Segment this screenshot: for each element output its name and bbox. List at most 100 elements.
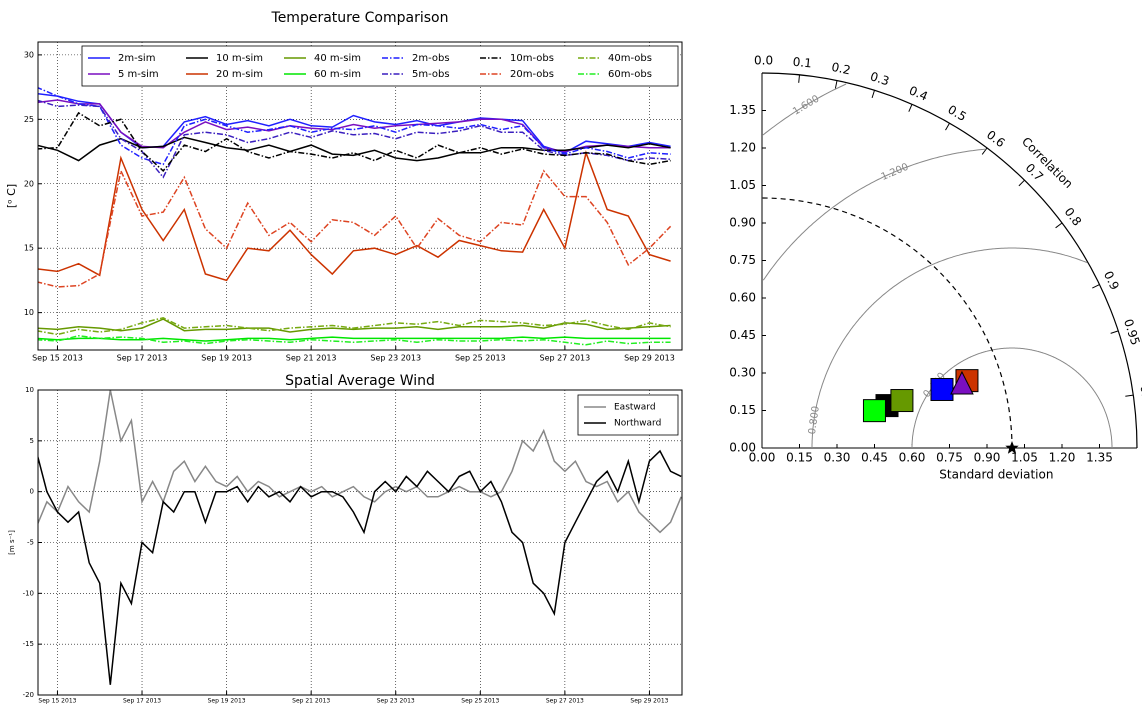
y-tick-label: -10 xyxy=(23,589,34,597)
plot-area xyxy=(38,390,682,685)
corr-tick xyxy=(834,80,838,89)
y-tick-label: -20 xyxy=(23,691,34,699)
y-tick-label: 0.60 xyxy=(729,291,756,305)
x-tick-label: 1.05 xyxy=(1011,451,1038,465)
rms-contour-label: 1.200 xyxy=(880,162,911,183)
y-tick-label: 0.15 xyxy=(729,403,756,417)
x-tick-label: Sep 19 2013 xyxy=(201,354,252,363)
x-tick-label: 0.90 xyxy=(974,451,1001,465)
x-tick-label: 1.20 xyxy=(1049,451,1076,465)
x-tick-label: 0.00 xyxy=(749,451,776,465)
rms-contour-label: 1.600 xyxy=(791,93,821,117)
legend-label: 10m-obs xyxy=(510,53,554,64)
rms-contour xyxy=(911,347,1113,448)
y-tick-label: 0.45 xyxy=(729,328,756,342)
corr-tick-label: 0.9 xyxy=(1101,269,1122,292)
legend-label: 20 m-sim xyxy=(216,69,263,80)
x-tick-label: Sep 21 2013 xyxy=(286,354,337,363)
corr-tick-label: 0.5 xyxy=(945,102,969,124)
x-tick-label: Sep 17 2013 xyxy=(117,354,168,363)
y-tick-label: 10 xyxy=(25,386,34,394)
corr-tick-label: 0.4 xyxy=(907,83,930,103)
series-line xyxy=(38,336,671,342)
x-tick-label: 1.35 xyxy=(1086,451,1113,465)
corr-tick xyxy=(908,104,913,112)
legend-label: 2m-sim xyxy=(118,53,155,64)
chart-title: Spatial Average Wind xyxy=(285,373,435,389)
x-tick-label: Sep 29 2013 xyxy=(624,354,675,363)
rms-contour xyxy=(811,247,1088,448)
legend-label: Eastward xyxy=(614,403,656,413)
corr-tick xyxy=(798,74,800,83)
y-axis-label: [ᵒ C] xyxy=(5,184,18,208)
corr-tick-label: 0.8 xyxy=(1062,205,1085,229)
corr-tick xyxy=(1110,330,1119,334)
plot-frame xyxy=(37,389,683,696)
x-tick-label: 0.15 xyxy=(786,451,813,465)
x-tick-label: 0.30 xyxy=(824,451,851,465)
corr-tick xyxy=(871,90,875,99)
corr-tick-label: 0.6 xyxy=(984,128,1008,151)
series-line xyxy=(38,111,671,172)
x-tick-label: Sep 23 2013 xyxy=(370,354,421,363)
plot-frame xyxy=(37,41,683,351)
rms-contour-label: 0.800 xyxy=(807,405,822,435)
point xyxy=(930,377,954,401)
series-line xyxy=(38,390,682,534)
x-tick-label: Sep 17 2013 xyxy=(123,698,161,705)
legend-box xyxy=(577,394,679,436)
point xyxy=(950,370,974,395)
x-tick-label: 0.45 xyxy=(861,451,888,465)
x-tick-label: Sep 27 2013 xyxy=(540,354,591,363)
corr-tick-label: 0.2 xyxy=(830,60,852,78)
corr-tick xyxy=(1018,179,1025,187)
x-tick-label: Sep 27 2013 xyxy=(546,698,584,705)
y-tick-label: 25 xyxy=(24,115,34,124)
x-tick-label: Sep 21 2013 xyxy=(292,698,330,705)
corr-tick-label: 0.0 xyxy=(754,54,773,68)
y-tick-label: 1.35 xyxy=(729,103,756,117)
series-line xyxy=(38,87,671,166)
x-tick-label: Sep 29 2013 xyxy=(630,698,668,705)
y-tick-label: 0 xyxy=(30,488,34,496)
x-tick-label: 0.75 xyxy=(936,451,963,465)
legend-label: 60m-obs xyxy=(608,69,652,80)
y-tick-label: 0.30 xyxy=(729,366,756,380)
series-line xyxy=(38,99,671,153)
y-tick-label: 1.20 xyxy=(729,141,756,155)
x-tick-label: Sep 25 2013 xyxy=(455,354,506,363)
y-tick-label: 10 xyxy=(24,308,34,317)
corr-tick xyxy=(1055,222,1063,229)
legend-label: 20m-obs xyxy=(510,69,554,80)
x-tick-label: Sep 23 2013 xyxy=(377,698,415,705)
legend-label: 5m-obs xyxy=(412,69,450,80)
x-tick-label: Sep 15 2013 xyxy=(38,698,76,705)
corr-tick xyxy=(1092,284,1100,289)
outer-arc xyxy=(761,72,1138,449)
legend-label: 10 m-sim xyxy=(216,53,263,64)
legend-label: 2m-obs xyxy=(412,53,450,64)
y-tick-label: 0.75 xyxy=(729,253,756,267)
corr-tick-label: 0.99 xyxy=(1138,384,1142,412)
series-line xyxy=(38,168,672,288)
y-tick-label: 5 xyxy=(30,437,34,445)
legend-label: 40m-obs xyxy=(608,53,652,64)
legend-label: 40 m-sim xyxy=(314,53,361,64)
legend-label: 60 m-sim xyxy=(314,69,361,80)
series-line xyxy=(38,150,671,282)
chart-title: Temperature Comparison xyxy=(271,10,449,26)
legend-label: 5 m-sim xyxy=(118,69,159,80)
y-tick-label: -15 xyxy=(23,640,34,648)
y-axis-label: [m s⁻¹] xyxy=(8,530,16,555)
corr-tick-label: 0.95 xyxy=(1121,317,1142,347)
y-tick-label: 1.05 xyxy=(729,178,756,192)
plot-area xyxy=(38,87,672,346)
corr-tick xyxy=(1125,394,1134,397)
x-tick-label: 0.60 xyxy=(899,451,926,465)
series-line xyxy=(38,317,671,336)
y-tick-label: 30 xyxy=(24,50,34,59)
rms-contour xyxy=(762,148,986,281)
rms-contour xyxy=(762,83,847,136)
point xyxy=(862,399,886,423)
